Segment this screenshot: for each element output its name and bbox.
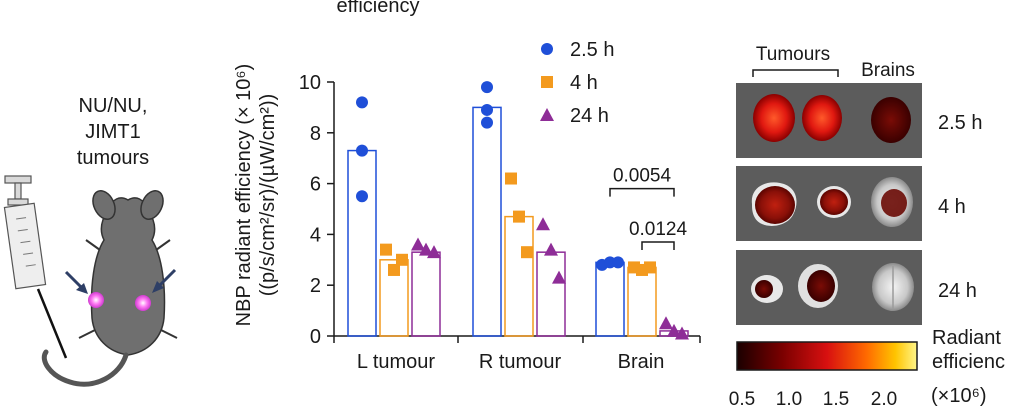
bar-2.5h-1 — [472, 106, 502, 337]
colorbar-tick-1.0: 1.0 — [776, 389, 802, 410]
x-tick-label-0: L tumour — [357, 351, 436, 373]
significance-bracket-0 — [609, 187, 675, 197]
mouse-label-line-1: NU/NU, — [79, 95, 148, 117]
point-2.5h-2-2 — [612, 256, 624, 269]
bar-4h-0 — [379, 259, 409, 337]
legend-marker-2.5h — [541, 43, 553, 55]
colorbar-title-line-1: Radiant — [932, 327, 1001, 349]
point-4h-1-2 — [521, 246, 533, 259]
brain-4h-signal — [881, 189, 907, 217]
row-label-4h: 4 h — [938, 196, 966, 218]
legend: 2.5 h 4 h 24 h — [540, 39, 614, 127]
point-24h-0-0 — [411, 237, 425, 251]
point-4h-0-1 — [388, 263, 400, 276]
y-axis-title-line-2: ((p/s/cm²/sr)/(µW/cm²)) — [257, 94, 279, 297]
y-tick-label-2: 2 — [310, 275, 321, 297]
syringe-icon — [3, 175, 68, 359]
point-4h-1-1 — [513, 210, 525, 223]
colorbar-tick-1.5: 1.5 — [823, 389, 849, 410]
group-label-brains: Brains — [861, 60, 915, 81]
point-24h-2-0 — [659, 316, 673, 330]
bar-24h-1 — [536, 251, 566, 337]
tumour-r-2.5h — [802, 95, 842, 141]
point-24h-1-0 — [536, 217, 550, 231]
legend-label-24h: 24 h — [570, 105, 609, 127]
y-tick-label-10: 10 — [299, 72, 321, 94]
point-2.5h-0-1 — [356, 144, 368, 157]
cut-title: efficiency — [336, 0, 419, 17]
y-axis-title: NBP radiant efficiency (× 10⁶) ((p/s/cm²… — [233, 64, 279, 327]
mouse-icon — [41, 190, 178, 387]
x-tick-label-2: Brain — [618, 351, 665, 373]
tumour-r-4h — [820, 189, 848, 215]
point-2.5h-1-1 — [481, 103, 493, 116]
y-tick-label-4: 4 — [310, 224, 321, 246]
point-4h-1-0 — [505, 172, 517, 185]
legend-marker-4h — [541, 76, 553, 88]
x-tick-label-1: R tumour — [479, 351, 562, 373]
tumours-bracket — [752, 69, 839, 77]
bar-2.5h-0 — [347, 149, 377, 337]
significance-bracket-1 — [641, 241, 675, 251]
point-2.5h-0-0 — [356, 96, 368, 109]
point-4h-0-2 — [396, 253, 408, 266]
legend-marker-24h — [540, 108, 554, 121]
mouse-label-line-2: JIMT1 — [85, 121, 141, 143]
y-tick-label-0: 0 — [310, 326, 321, 348]
y-tick-label-8: 8 — [310, 123, 321, 145]
legend-label-4h: 4 h — [570, 72, 598, 94]
brain-2.5h — [871, 97, 911, 143]
bar-2.5h-2 — [595, 261, 625, 337]
group-label-tumours: Tumours — [756, 44, 830, 65]
mouse-illustration: NU/NU, JIMT1 tumours — [3, 95, 178, 387]
significance-label-1: 0.0124 — [629, 219, 688, 240]
point-2.5h-0-2 — [356, 190, 368, 203]
bar-chart: NBP radiant efficiency (× 10⁶) ((p/s/cm²… — [233, 39, 701, 373]
colorbar-unit: (×10⁶) — [931, 385, 986, 407]
imaging-panel: Tumours Brains 2.5 h 4 h 24 h Radiant ef… — [729, 44, 1005, 410]
legend-label-2.5h: 2.5 h — [570, 39, 614, 61]
colorbar — [736, 341, 918, 371]
point-4h-0-0 — [380, 243, 392, 256]
point-2.5h-1-0 — [481, 81, 493, 94]
point-24h-1-1 — [544, 242, 558, 256]
point-24h-2-2 — [675, 326, 689, 340]
tumour-l-4h — [755, 186, 795, 224]
colorbar-tick-0.5: 0.5 — [729, 389, 755, 410]
y-axis-title-line-1: NBP radiant efficiency (× 10⁶) — [233, 64, 255, 327]
colorbar-tick-2.0: 2.0 — [871, 389, 897, 410]
point-24h-0-2 — [427, 245, 441, 259]
bar-4h-1 — [504, 215, 534, 337]
mouse-label-line-3: tumours — [77, 147, 149, 169]
point-24h-0-1 — [419, 242, 433, 256]
point-4h-2-2 — [644, 261, 656, 274]
colorbar-title-line-2: efficienc — [932, 351, 1005, 373]
significance-label-0: 0.0054 — [613, 166, 672, 187]
point-24h-1-2 — [552, 270, 566, 284]
point-24h-2-1 — [667, 323, 681, 337]
tumour-l-2.5h — [753, 94, 795, 142]
tumour-l-24h — [755, 280, 773, 298]
bar-4h-2 — [627, 266, 657, 337]
row-label-2.5h: 2.5 h — [938, 112, 982, 134]
bar-24h-0 — [411, 251, 441, 337]
y-tick-label-6: 6 — [310, 174, 321, 196]
tumour-r-24h — [807, 270, 835, 302]
point-2.5h-1-2 — [481, 116, 493, 129]
row-label-24h: 24 h — [938, 280, 977, 302]
